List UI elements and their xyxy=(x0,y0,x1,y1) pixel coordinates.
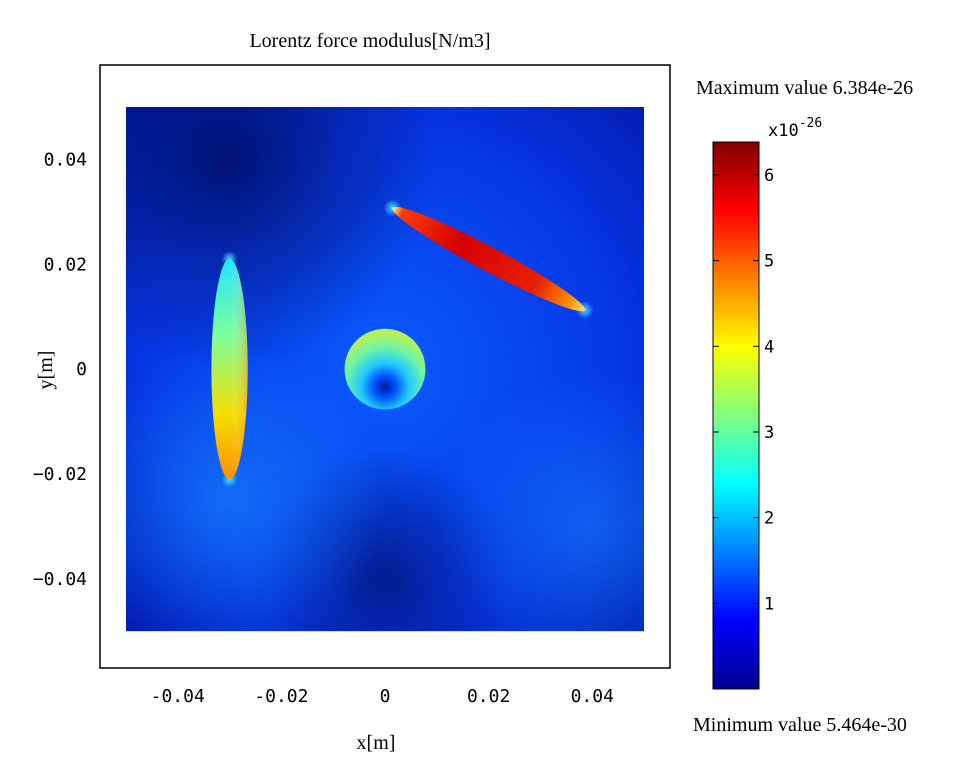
x-tick-label: -0.02 xyxy=(254,686,308,707)
y-tick-label: −0.04 xyxy=(33,569,87,590)
x-tick-label: -0.04 xyxy=(151,686,205,707)
x-axis-label: x[m] xyxy=(357,732,396,754)
colorbar xyxy=(712,141,760,690)
chart-title: Lorentz force modulus[N/m3] xyxy=(249,30,490,52)
y-tick-label: 0 xyxy=(76,359,87,380)
colorbar-tick-label: 5 xyxy=(764,252,774,272)
circle-region xyxy=(344,328,426,410)
y-tick-label: 0.02 xyxy=(44,254,87,275)
colorbar-tick-label: 3 xyxy=(764,423,774,443)
colorbar-multiplier: x10-26 xyxy=(768,116,822,141)
tilted-ellipse-region xyxy=(383,198,594,320)
y-tick-label: 0.04 xyxy=(44,149,87,170)
colorbar-multiplier-base: x10 xyxy=(768,121,799,141)
colorbar-tick-label: 4 xyxy=(764,337,774,357)
circle-shape xyxy=(344,328,426,410)
y-axis-label: y[m] xyxy=(35,351,57,390)
x-tick-label: 0.02 xyxy=(467,686,510,707)
colorbar-tick-label: 1 xyxy=(764,594,774,614)
colorbar-tick-label: 6 xyxy=(764,166,774,186)
vertical-ellipse-region xyxy=(211,251,248,488)
tilted-ellipse-shape xyxy=(392,206,585,312)
vertical-ellipse-shading xyxy=(211,259,248,480)
colorbar-multiplier-exponent: -26 xyxy=(799,116,822,131)
y-tick-label: −0.02 xyxy=(33,464,87,485)
x-tick-label: 0 xyxy=(380,686,391,707)
colorbar-min-label: Minimum value 5.464e-30 xyxy=(693,714,907,736)
colorbar-tick-label: 2 xyxy=(764,509,774,529)
colorbar-max-label: Maximum value 6.384e-26 xyxy=(696,77,913,99)
x-tick-label: 0.04 xyxy=(571,686,614,707)
